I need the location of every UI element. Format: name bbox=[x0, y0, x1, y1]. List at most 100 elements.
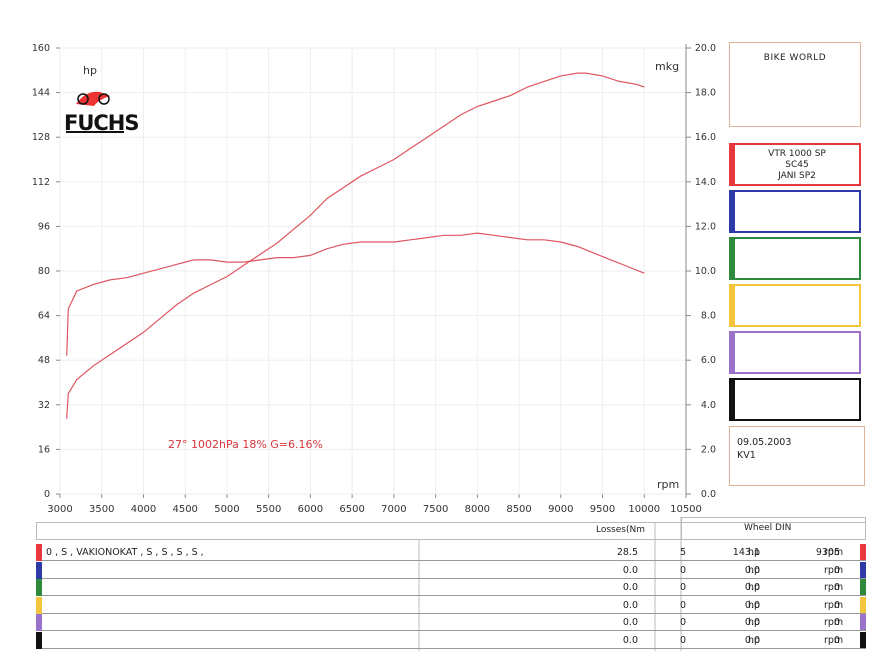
row-divider bbox=[42, 647, 866, 649]
row-color-swatch-right bbox=[860, 579, 866, 596]
torque-curve bbox=[66, 232, 645, 356]
table-row: 0.0 0 0.0 hp 0 rpm bbox=[36, 631, 866, 649]
x-tick-label: 3500 bbox=[89, 504, 114, 515]
row-color-swatch bbox=[36, 596, 42, 614]
power-curve bbox=[66, 72, 645, 419]
y-right-tick-label: 10.0 bbox=[695, 266, 716, 277]
x-tick-label: 6000 bbox=[298, 504, 323, 515]
run-slot: VTR 1000 SP SC45 JANI SP2 bbox=[729, 143, 861, 186]
y-left-tick-label: 112 bbox=[32, 177, 50, 188]
row-hp-value: 0.0 bbox=[744, 634, 760, 646]
row-hp-unit: hp bbox=[748, 617, 761, 628]
run-slot bbox=[729, 378, 861, 421]
y-left-tick-label: 80 bbox=[38, 266, 50, 277]
y-right-tick-label: 16.0 bbox=[695, 132, 716, 143]
x-tick-label: 7000 bbox=[381, 504, 406, 515]
logo-wheel-front bbox=[98, 93, 110, 105]
x-tick-label: 8000 bbox=[465, 504, 490, 515]
test-code: KV1 bbox=[737, 450, 756, 461]
row-loss-secondary: 0 bbox=[679, 634, 686, 646]
table-grid bbox=[36, 517, 866, 651]
row-loss: 0.0 bbox=[622, 634, 638, 646]
y-right-tick-label: 2.0 bbox=[701, 444, 716, 455]
x-tick-label: 5500 bbox=[256, 504, 281, 515]
x-tick-label: 7500 bbox=[423, 504, 448, 515]
row-rpm-unit: rpm bbox=[824, 564, 844, 576]
y-right-tick-label: 18.0 bbox=[695, 88, 716, 99]
row-hp-value: 143.1 bbox=[732, 547, 760, 558]
row-loss-secondary: 5 bbox=[679, 547, 686, 558]
y-right-tick-label: 4.0 bbox=[701, 400, 716, 411]
x-tick-label: 5000 bbox=[214, 504, 239, 515]
x-axis-label: rpm bbox=[657, 478, 679, 491]
y-left-tick-label: 144 bbox=[32, 88, 50, 99]
y-right-tick-label: 8.0 bbox=[701, 311, 716, 322]
row-color-swatch-right bbox=[860, 614, 866, 631]
x-tick-label: 4000 bbox=[131, 504, 156, 515]
losses-header: Losses(Nm bbox=[596, 525, 645, 535]
row-divider bbox=[42, 630, 866, 631]
row-loss-secondary: 0 bbox=[679, 617, 686, 628]
run-slot bbox=[729, 284, 861, 327]
row-rpm-value: 0 bbox=[833, 599, 840, 611]
x-tick-label: 4500 bbox=[172, 504, 197, 515]
y-left-tick-label: 128 bbox=[32, 132, 50, 143]
row-rpm-value: 0 bbox=[833, 564, 840, 576]
row-rpm-value: 9305 bbox=[815, 547, 840, 558]
y-right-tick-label: 12.0 bbox=[695, 221, 716, 232]
wheel-din-header: Wheel DIN bbox=[744, 523, 792, 533]
row-divider bbox=[42, 577, 866, 579]
x-tick-label: 10000 bbox=[628, 504, 660, 515]
row-rpm-value: 0 bbox=[833, 582, 840, 593]
row-hp-unit: hp bbox=[748, 564, 761, 576]
table-row: 0.0 0 0.0 hp 0 rpm bbox=[36, 614, 866, 631]
dyno-chart: 3000 3500 4000 4500 5000 5500 6000 6500 7000 7500… bbox=[32, 43, 716, 515]
row-color-swatch-right bbox=[860, 596, 866, 614]
row-hp-value: 0.0 bbox=[744, 599, 760, 611]
row-loss-secondary: 0 bbox=[679, 582, 686, 593]
x-tick-label: 9000 bbox=[548, 504, 573, 515]
row-divider bbox=[42, 595, 866, 596]
row-hp-value: 0.0 bbox=[744, 564, 760, 576]
row-rpm-unit: rpm bbox=[824, 634, 844, 646]
row-hp-value: 0.0 bbox=[744, 582, 760, 593]
y-left-axis-label: hp bbox=[83, 64, 97, 77]
test-date: 09.05.2003 bbox=[737, 437, 792, 448]
y-right-tick-label: 14.0 bbox=[695, 177, 716, 188]
x-tick-label: 6500 bbox=[339, 504, 364, 515]
row-color-swatch-right bbox=[860, 544, 866, 561]
shop-name-box: BIKE WORLD bbox=[729, 42, 861, 127]
row-loss: 0.0 bbox=[622, 599, 638, 611]
y-left-tick-label: 160 bbox=[32, 43, 50, 54]
row-description: 0 , S , VAKIONOKAT , S , S , S , S , bbox=[46, 547, 204, 558]
x-tick-label: 10500 bbox=[670, 504, 702, 515]
table-row: 0 , S , VAKIONOKAT , S , S , S , S , 28.5… bbox=[36, 544, 866, 561]
results-table: Losses(Nm Wheel DIN 0 , S , VAKIONOKAT ,… bbox=[36, 517, 866, 651]
row-loss: 0.0 bbox=[622, 582, 638, 593]
row-rpm-unit: rpm bbox=[824, 582, 844, 593]
y-left-tick-label: 0 bbox=[44, 489, 50, 500]
row-color-swatch bbox=[36, 631, 42, 649]
row-rpm-unit: rpm bbox=[824, 547, 844, 558]
row-color-swatch bbox=[36, 561, 42, 579]
row-hp-unit: hp bbox=[748, 634, 761, 646]
row-hp-unit: hp bbox=[748, 582, 761, 593]
row-hp-value: 0.0 bbox=[744, 617, 760, 628]
row-loss-secondary: 0 bbox=[679, 599, 686, 611]
row-hp-unit: hp bbox=[748, 547, 761, 558]
row-rpm-unit: rpm bbox=[824, 599, 844, 611]
row-color-swatch-right bbox=[860, 631, 866, 649]
row-rpm-value: 0 bbox=[833, 617, 840, 628]
row-divider bbox=[42, 560, 866, 561]
row-color-swatch bbox=[36, 544, 42, 561]
run-slot-line: VTR 1000 SP bbox=[768, 149, 826, 159]
table-row: 0.0 0 0.0 hp 0 rpm bbox=[36, 579, 866, 596]
run-slot bbox=[729, 331, 861, 374]
x-tick-label: 3000 bbox=[47, 504, 72, 515]
run-slot-line: SC45 bbox=[785, 160, 809, 170]
y-right-tick-label: 20.0 bbox=[695, 43, 716, 54]
shop-name: BIKE WORLD bbox=[763, 53, 827, 63]
run-slot bbox=[729, 237, 861, 280]
conditions-annotation: 27° 1002hPa 18% G=6.16% bbox=[168, 438, 323, 451]
x-tick-label: 9500 bbox=[590, 504, 615, 515]
